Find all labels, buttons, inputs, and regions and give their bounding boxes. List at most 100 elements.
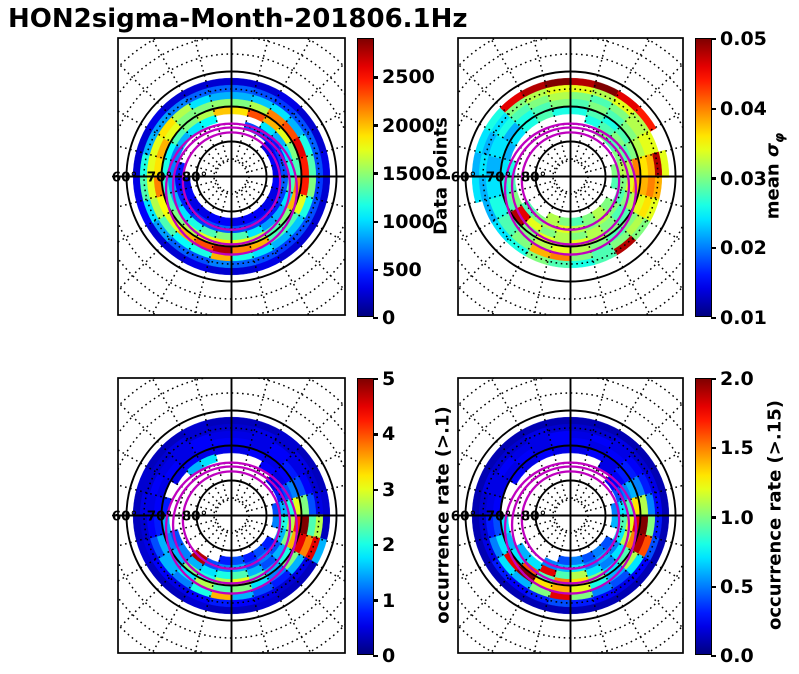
colorbar-tick xyxy=(373,654,378,658)
colorbar-tick xyxy=(373,599,378,602)
mlt-spoke xyxy=(577,378,651,503)
lat-label: 70° xyxy=(486,509,512,525)
colorbar-tick-label: 0.04 xyxy=(720,97,767,120)
mlt-spoke xyxy=(151,378,225,503)
mlt-spoke xyxy=(573,529,609,653)
lat-label: 60° xyxy=(112,509,138,525)
auroral-oval-line xyxy=(520,131,621,231)
colorbar-tick xyxy=(711,107,716,110)
lat-label: 70° xyxy=(147,170,173,186)
colorbar-tick xyxy=(711,37,716,41)
mlt-spoke xyxy=(245,518,345,547)
mlt-spoke xyxy=(580,186,683,291)
colorbar-tick xyxy=(373,433,378,436)
colorbar-tick-label: 2000 xyxy=(382,114,435,137)
mlt-spoke xyxy=(580,62,683,167)
colorbar-tick-label: 0.5 xyxy=(720,575,754,598)
colorbar-tick xyxy=(373,220,378,223)
mlt-spoke xyxy=(489,189,564,315)
polar-panel-mean-sigma-phi: 60° 70° 80° xyxy=(451,37,684,316)
colorbar-tick xyxy=(711,377,716,381)
mlt-spoke xyxy=(577,38,652,164)
mlt-spoke xyxy=(584,145,683,174)
mlt-spoke xyxy=(193,190,229,315)
colorbar-axis-label-part: occurrence rate (>.1) xyxy=(432,406,454,624)
mlt-spoke xyxy=(118,145,218,174)
mlt-spoke xyxy=(245,145,345,174)
colorbar-tick-label: 2 xyxy=(382,534,396,557)
mlt-spoke xyxy=(584,518,683,547)
mlt-spoke xyxy=(245,484,345,513)
colorbar-axis-label-part: Data points xyxy=(430,117,452,235)
colorbar-tick-label: 0.0 xyxy=(720,645,754,667)
mlt-spoke xyxy=(118,518,218,547)
mlt-spoke xyxy=(458,110,558,170)
mlt-spoke xyxy=(234,529,270,653)
colorbar-axis-label-part: σ xyxy=(762,142,784,157)
colorbar-tick-label: 2.0 xyxy=(720,368,754,390)
colorbar-tick-label: 0.02 xyxy=(720,237,767,260)
mlt-spoke xyxy=(532,190,568,315)
lat-label: 60° xyxy=(451,509,477,525)
colorbar-tick xyxy=(711,654,716,658)
lat-label: 70° xyxy=(147,509,173,525)
colorbar-tick-label: 1.0 xyxy=(720,506,754,529)
mlt-spoke xyxy=(193,529,229,653)
mlt-spoke xyxy=(490,528,564,653)
mlt-spoke xyxy=(118,179,218,208)
colorbar-tick xyxy=(711,316,716,320)
colorbar-tick xyxy=(711,516,716,519)
mlt-spoke xyxy=(241,400,345,506)
colorbar-mean-sigma-phi: 0.01 0.02 0.03 0.04 0.05 xyxy=(695,28,767,329)
mlt-spoke xyxy=(244,110,345,170)
colorbar-tick-label: 1 xyxy=(382,589,396,612)
mlt-spoke xyxy=(583,183,683,243)
mlt-spoke xyxy=(577,528,651,653)
colorbar-tick xyxy=(373,268,378,272)
mlt-spoke xyxy=(458,62,561,167)
colorbar-tick-label: 0.03 xyxy=(720,167,767,190)
colorbar-occurrence-rate-gt-0.1: 0 1 2 3 4 5 xyxy=(357,368,395,667)
lat-label: 80° xyxy=(521,170,547,186)
colorbar-tick-label: 1.5 xyxy=(720,437,754,460)
mlt-spoke xyxy=(458,484,557,513)
colorbar-tick xyxy=(711,247,716,250)
colorbar-tick xyxy=(711,585,716,588)
auroral-oval-line xyxy=(164,461,299,595)
colorbar-tick-label: 0.05 xyxy=(720,28,767,50)
colorbar-tick-label: 1000 xyxy=(382,210,435,233)
colorbar-tick-label: 5 xyxy=(382,368,396,390)
polar-panel-data-points: 60° 70° 80° xyxy=(112,37,346,316)
auroral-oval-line xyxy=(181,470,282,570)
mlt-spoke xyxy=(458,186,561,291)
mlt-spoke xyxy=(238,528,312,653)
colorbar-tick xyxy=(711,177,716,180)
mlt-spoke xyxy=(458,183,558,243)
colorbar-axis-label: occurrence rate (>.1) xyxy=(433,406,454,623)
colorbar-tick-label: 0.01 xyxy=(720,307,767,329)
colorbar-axis-label: mean σφ xyxy=(763,133,788,219)
polar-plot-area xyxy=(118,38,345,315)
colorbar-tick-label: 1500 xyxy=(382,162,435,185)
mlt-spoke xyxy=(241,61,345,167)
lat-label: 80° xyxy=(182,509,208,525)
mlt-spoke xyxy=(238,38,313,164)
colorbar-axis-label-part: φ xyxy=(772,132,788,143)
mlt-spoke xyxy=(580,525,683,630)
mlt-spoke xyxy=(151,528,225,653)
colorbar-tick-label: 500 xyxy=(382,258,422,281)
mlt-spoke xyxy=(118,525,222,631)
heatmap-cell xyxy=(569,216,585,227)
mlt-spoke xyxy=(245,179,345,208)
mlt-spoke xyxy=(150,189,225,315)
mlt-spoke xyxy=(584,484,683,513)
mlt-spoke xyxy=(458,525,561,630)
lat-label: 60° xyxy=(112,170,138,186)
mlt-spoke xyxy=(118,61,222,167)
colorbar-tick-label: 0 xyxy=(382,645,396,667)
polar-plot-area xyxy=(458,378,683,653)
mlt-spoke xyxy=(244,449,345,509)
mlt-spoke xyxy=(150,38,225,164)
mlt-spoke xyxy=(577,189,652,315)
